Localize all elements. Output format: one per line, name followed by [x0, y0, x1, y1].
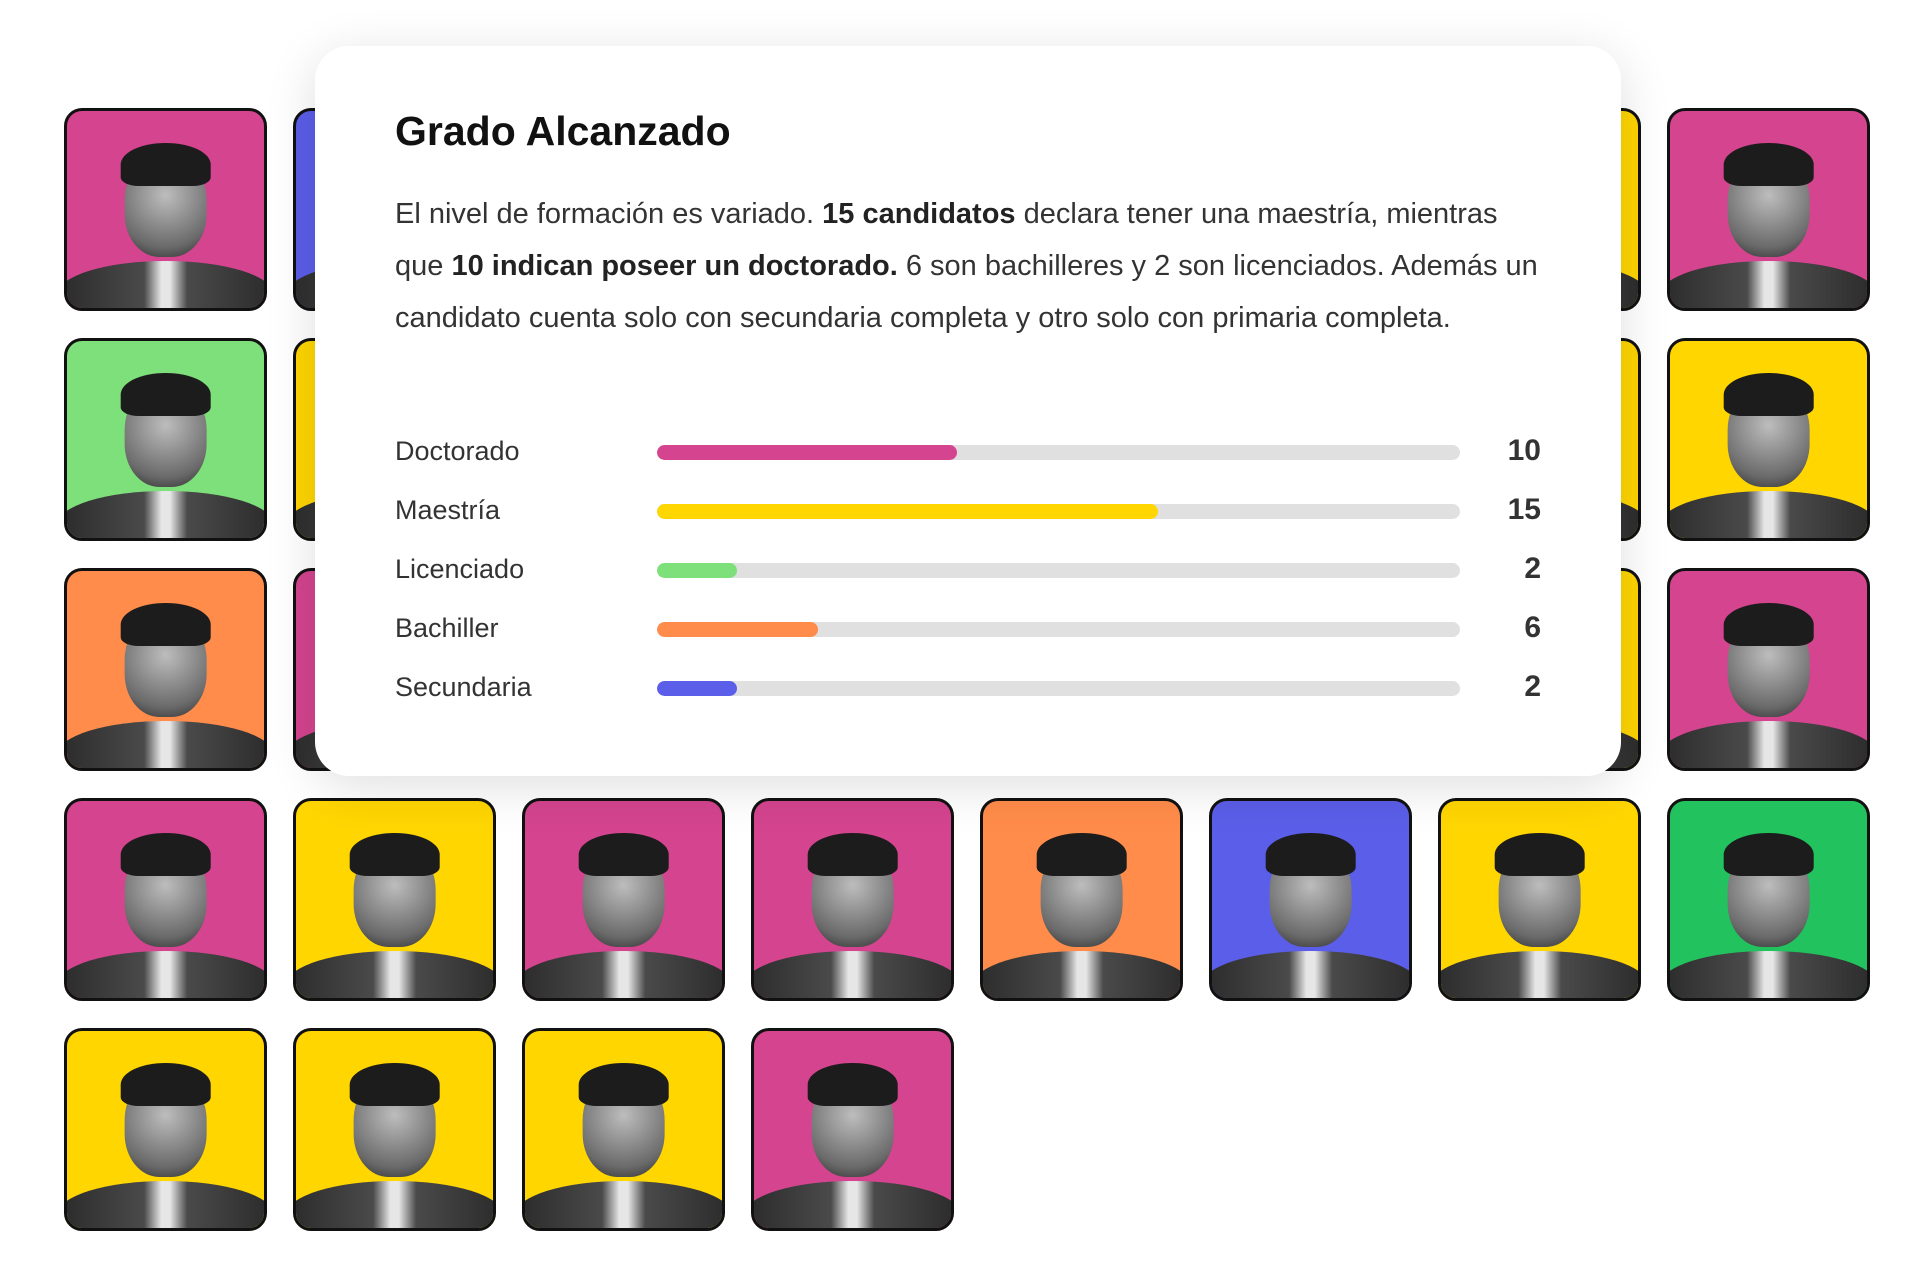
- portrait-body: [983, 950, 1180, 998]
- bar-fill: [657, 563, 738, 578]
- bar-row: Doctorado 10: [395, 434, 1541, 493]
- bar-value: 15: [1507, 493, 1541, 526]
- candidate-photo[interactable]: [1667, 798, 1870, 1001]
- candidate-photo[interactable]: [751, 1028, 954, 1231]
- portrait-body: [1441, 950, 1638, 998]
- bar-track: [657, 563, 1460, 578]
- portrait-body: [67, 1180, 264, 1228]
- portrait-body: [525, 1180, 722, 1228]
- bar-label: Bachiller: [395, 613, 499, 643]
- bar-label: Licenciado: [395, 554, 525, 584]
- bar-fill: [657, 681, 738, 696]
- candidate-photo[interactable]: [293, 1028, 496, 1231]
- portrait-hair: [807, 1062, 898, 1106]
- portrait-body: [67, 260, 264, 308]
- candidate-photo[interactable]: [1209, 798, 1412, 1001]
- portrait-hair: [1265, 832, 1356, 876]
- bar-value: 10: [1507, 434, 1541, 467]
- portrait-hair: [1723, 602, 1814, 646]
- portrait-hair: [1723, 142, 1814, 186]
- bar-row: Licenciado 2: [395, 552, 1541, 611]
- portrait-hair: [578, 832, 669, 876]
- bar-row: Bachiller 6: [395, 611, 1541, 670]
- education-bar-chart: Doctorado 10 Maestría 15 Licenciado 2 Bachille…: [395, 434, 1541, 729]
- desc-text: 6 son bachilleres y 2 son licenciados. A…: [395, 250, 1538, 334]
- portrait-body: [67, 490, 264, 538]
- portrait-body: [296, 1180, 493, 1228]
- portrait-body: [1670, 490, 1867, 538]
- bar-track: [657, 681, 1460, 696]
- candidate-photo[interactable]: [293, 798, 496, 1001]
- portrait-hair: [349, 1062, 440, 1106]
- portrait-body: [1670, 950, 1867, 998]
- desc-text: declara tener una maestría, mientras que: [395, 198, 1498, 282]
- bar-label: Doctorado: [395, 436, 520, 466]
- portrait-body: [754, 1180, 951, 1228]
- bar-fill: [657, 504, 1159, 519]
- bar-track: [657, 622, 1460, 637]
- bar-value: 6: [1524, 611, 1541, 644]
- bar-track: [657, 445, 1460, 460]
- bar-fill: [657, 622, 818, 637]
- portrait-hair: [120, 602, 211, 646]
- bar-row: Maestría 15: [395, 493, 1541, 552]
- portrait-hair: [578, 1062, 669, 1106]
- card-title: Grado Alcanzado: [395, 108, 731, 154]
- candidate-photo[interactable]: [980, 798, 1183, 1001]
- candidate-photo[interactable]: [522, 1028, 725, 1231]
- portrait-body: [67, 950, 264, 998]
- portrait-hair: [120, 1062, 211, 1106]
- candidate-photo[interactable]: [64, 1028, 267, 1231]
- portrait-hair: [1723, 832, 1814, 876]
- candidate-photo[interactable]: [1667, 338, 1870, 541]
- bar-value: 2: [1524, 552, 1541, 585]
- candidate-photo[interactable]: [1438, 798, 1641, 1001]
- education-popup-card: Grado Alcanzado El nivel de formación es…: [315, 46, 1621, 776]
- candidate-photo[interactable]: [64, 108, 267, 311]
- portrait-hair: [807, 832, 898, 876]
- portrait-hair: [1036, 832, 1127, 876]
- portrait-hair: [1723, 372, 1814, 416]
- candidate-photo[interactable]: [1667, 568, 1870, 771]
- bar-label: Secundaria: [395, 672, 532, 702]
- candidate-photo[interactable]: [64, 338, 267, 541]
- portrait-hair: [120, 832, 211, 876]
- portrait-body: [525, 950, 722, 998]
- portrait-hair: [349, 832, 440, 876]
- portrait-body: [1670, 720, 1867, 768]
- bar-label: Maestría: [395, 495, 501, 525]
- bar-row: Secundaria 2: [395, 670, 1541, 729]
- portrait-body: [67, 720, 264, 768]
- portrait-hair: [120, 142, 211, 186]
- portrait-body: [296, 950, 493, 998]
- bar-fill: [657, 445, 958, 460]
- candidate-photo[interactable]: [64, 798, 267, 1001]
- desc-text: El nivel de formación es variado.: [395, 198, 823, 230]
- bar-track: [657, 504, 1460, 519]
- candidate-photo[interactable]: [751, 798, 954, 1001]
- portrait-hair: [1494, 832, 1585, 876]
- portrait-body: [1212, 950, 1409, 998]
- card-description: El nivel de formación es variado. 15 can…: [395, 188, 1545, 344]
- bar-value: 2: [1524, 670, 1541, 703]
- portrait-hair: [120, 372, 211, 416]
- desc-bold: 15 candidatos: [822, 198, 1016, 230]
- candidate-photo[interactable]: [64, 568, 267, 771]
- portrait-body: [754, 950, 951, 998]
- candidate-photo[interactable]: [1667, 108, 1870, 311]
- candidate-photo[interactable]: [522, 798, 725, 1001]
- portrait-body: [1670, 260, 1867, 308]
- desc-bold: 10 indican poseer un doctorado.: [451, 250, 898, 282]
